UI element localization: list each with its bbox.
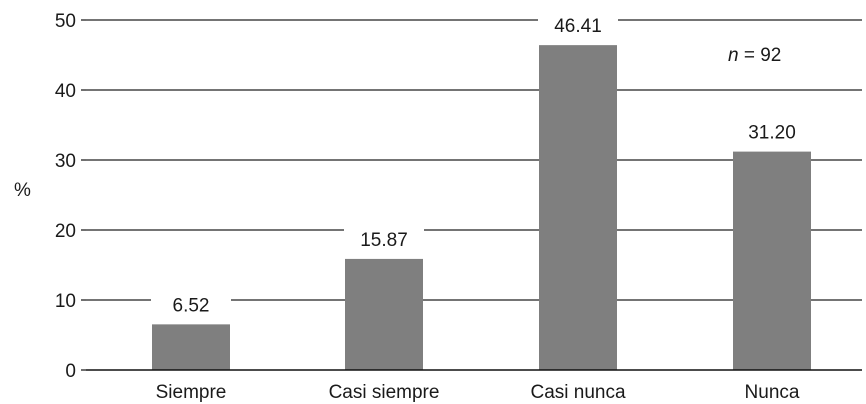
value-label-bg-casi-nunca — [538, 12, 618, 39]
value-label-bg-casi-siempre — [344, 225, 424, 252]
y-tick-label-10: 10 — [55, 291, 76, 312]
n-symbol: n — [728, 45, 739, 66]
bar-siempre — [152, 324, 230, 370]
category-label-siempre: Siempre — [156, 382, 227, 403]
gridlines — [86, 19, 862, 301]
y-tick-label-40: 40 — [55, 81, 76, 102]
annotation-bg — [720, 40, 822, 68]
labels: 0 10 20 30 40 50 6.52 Siempre 15.87 Casi siempre 4… — [55, 11, 800, 403]
bar-casi-siempre — [345, 258, 423, 370]
value-label-nunca: 31.20 — [748, 123, 796, 144]
y-tick-label-0: 0 — [65, 361, 76, 382]
sample-size-annotation: n = 92 — [728, 45, 781, 66]
axes — [81, 19, 862, 371]
bar-nunca — [733, 151, 811, 370]
y-tick-label-20: 20 — [55, 221, 76, 242]
category-label-casi-siempre: Casi siempre — [329, 382, 440, 403]
bar-casi-nunca — [539, 45, 617, 370]
bars — [151, 12, 812, 370]
y-tick-label-50: 50 — [55, 11, 76, 32]
value-label-bg-nunca — [732, 118, 812, 145]
y-tick-label-30: 30 — [55, 151, 76, 172]
value-label-siempre: 6.52 — [173, 295, 210, 316]
value-label-casi-nunca: 46.41 — [554, 16, 602, 37]
n-value: = 92 — [739, 45, 782, 66]
category-label-nunca: Nunca — [745, 382, 800, 403]
value-label-bg-siempre — [151, 291, 231, 318]
category-label-casi-nunca: Casi nunca — [530, 382, 625, 403]
value-label-casi-siempre: 15.87 — [360, 230, 408, 251]
y-axis-label: % — [14, 180, 31, 201]
